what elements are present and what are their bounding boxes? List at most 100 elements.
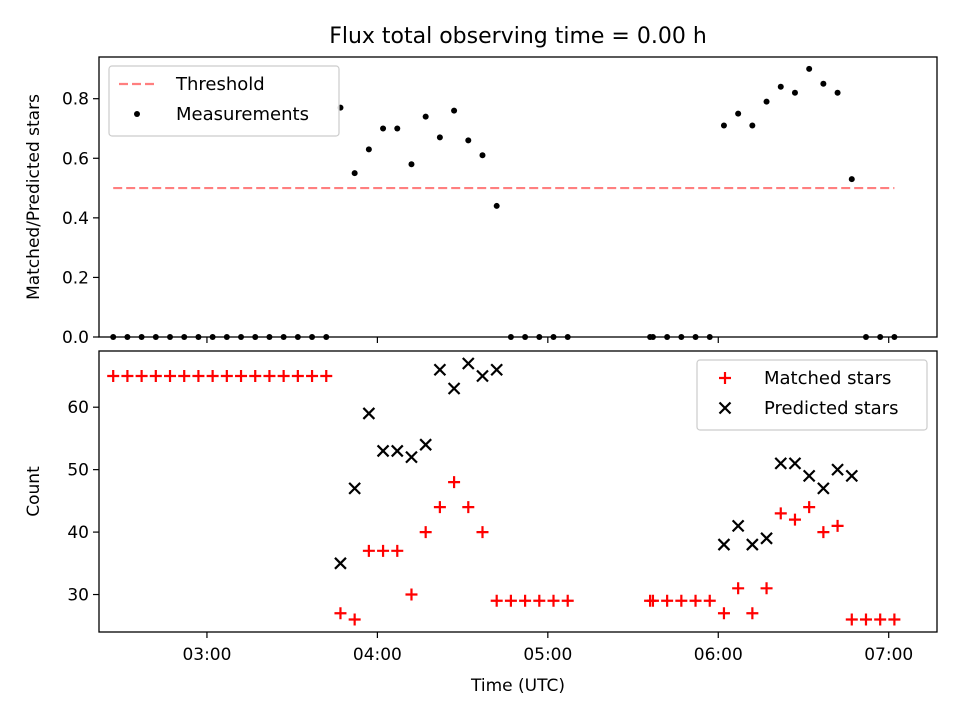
measurements-point [266, 334, 273, 340]
matched-stars-point [405, 588, 418, 601]
measurements-point [763, 98, 770, 105]
predicted-stars-point [717, 538, 731, 551]
predicted-stars-point [788, 457, 802, 470]
bottom-ytick-label: 40 [67, 523, 89, 543]
matched-stars-point [320, 369, 333, 382]
matched-stars-point [547, 594, 560, 607]
matched-stars-point [192, 369, 205, 382]
predicted-stars-point [433, 363, 447, 377]
matched-stars-point [717, 607, 730, 620]
top-legend-box [108, 65, 340, 137]
measurements-point [110, 334, 117, 340]
top-panel: 0.0 0.2 0.4 0.6 0.8 Matched/Predicted stars Th… [24, 56, 938, 348]
matched-stars-point [746, 607, 759, 620]
bottom-ytick-label: 30 [67, 586, 89, 606]
measurements-point [323, 334, 330, 340]
predicted-stars-point [760, 532, 773, 545]
measurements-point [522, 334, 529, 340]
bottom-legend: Matched stars Predicted stars [696, 359, 928, 431]
matched-stars-point [149, 369, 162, 382]
bottom-ytick-label: 60 [67, 398, 89, 418]
bottom-y-axis-label: Count [24, 466, 44, 517]
matched-stars-point [533, 594, 546, 607]
measurements-point [862, 334, 869, 340]
measurements-point [280, 334, 287, 340]
matched-stars-point [433, 501, 446, 514]
top-ytick-label: 0.0 [62, 328, 89, 348]
predicted-stars-point [405, 450, 418, 464]
measurements-point [422, 113, 429, 120]
matched-stars-point [121, 369, 134, 382]
bottom-xtick-label: 03:00 [182, 645, 231, 665]
legend-measurements-swatch [134, 111, 140, 117]
matched-stars-point [703, 594, 716, 607]
bottom-ytick-label: 50 [67, 461, 89, 481]
figure-title: Flux total observing time = 0.00 h [329, 24, 707, 49]
predicted-stars-point [802, 469, 816, 483]
bottom-panel: 30 40 50 60 03:00 04:00 05:00 06:00 07:00 Count Ti… [24, 350, 938, 696]
bottom-plot-frame [98, 350, 938, 633]
top-y-axis-label: Matched/Predicted stars [24, 94, 44, 300]
predicted-stars-point [845, 469, 859, 483]
measurements-point [436, 134, 443, 141]
matched-stars-point [803, 501, 816, 514]
predicted-stars-point [362, 407, 376, 420]
measurements-point [351, 170, 358, 177]
matched-stars-point [760, 582, 773, 595]
matched-stars-point [490, 594, 503, 607]
matched-stars-point [519, 594, 532, 607]
matched-stars-point [675, 594, 688, 607]
matched-stars-point [178, 369, 191, 382]
measurements-point [564, 334, 571, 340]
matched-stars-point [859, 613, 872, 626]
top-ytick-label: 0.4 [62, 209, 89, 229]
measurements-point [891, 334, 898, 340]
bottom-legend-box [696, 359, 928, 431]
matched-stars-point [263, 369, 276, 382]
matched-stars-point [831, 519, 844, 532]
matched-stars-point [107, 369, 120, 382]
measurements-point [380, 125, 387, 132]
matched-stars-point [291, 369, 304, 382]
matched-stars-point [732, 582, 745, 595]
legend-matched-stars-swatch [719, 372, 731, 384]
measurements-point [664, 334, 671, 340]
matched-stars-point [277, 369, 290, 382]
matched-stars-point [249, 369, 262, 382]
measurements-point [394, 125, 401, 132]
matched-stars-point [334, 607, 347, 620]
measurements-point [550, 334, 557, 340]
matched-stars-point [817, 526, 830, 539]
measurements-point [678, 334, 685, 340]
predicted-stars-point [348, 482, 361, 495]
measurements-point [152, 334, 159, 340]
matched-stars-point [646, 594, 659, 607]
matched-stars-point [476, 526, 489, 539]
predicted-stars-point [490, 363, 503, 377]
predicted-stars-point [476, 369, 489, 383]
matched-stars-point [377, 544, 390, 557]
measurements-point [365, 146, 372, 153]
predicted-stars-point [447, 382, 461, 395]
measurements-point [820, 80, 827, 87]
predicted-stars-point [731, 519, 745, 533]
legend-measurements-label: Measurements [176, 104, 309, 125]
measurements-point [791, 89, 798, 96]
matched-stars-point [164, 369, 177, 382]
measurements-point [649, 334, 656, 340]
bottom-x-axis-label: Time (UTC) [470, 676, 565, 696]
predicted-stars-point [746, 538, 759, 551]
measurements-point [138, 334, 145, 340]
top-ytick-label: 0.2 [62, 268, 89, 288]
measurements-point [252, 334, 259, 340]
measurements-point [877, 334, 884, 340]
legend-predicted-stars-label: Predicted stars [764, 398, 898, 419]
matched-stars-point [391, 544, 404, 557]
measurements-point [238, 334, 245, 340]
matched-stars-point [448, 476, 461, 489]
matched-stars-point [561, 594, 574, 607]
matched-stars-point [845, 613, 858, 626]
legend-predicted-stars-swatch [718, 401, 732, 415]
measurements-point [181, 334, 188, 340]
